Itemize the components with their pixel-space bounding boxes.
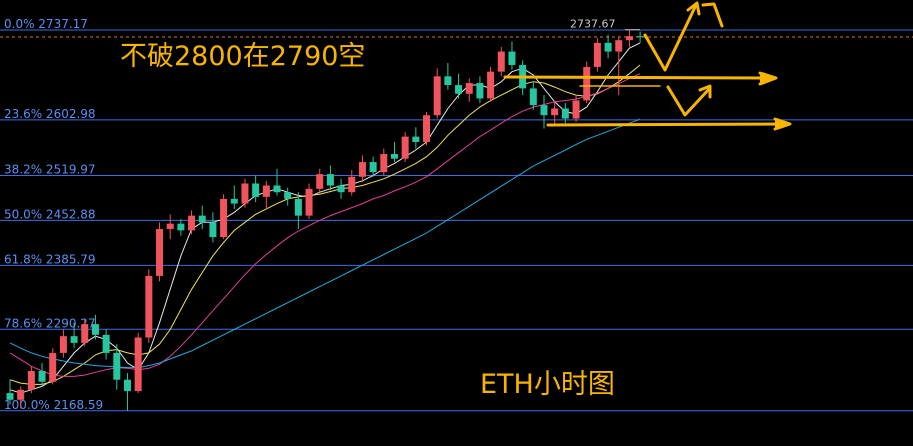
arrow-head	[698, 84, 712, 99]
candle-body	[156, 229, 164, 276]
candle-body	[6, 393, 14, 400]
candle-body	[145, 275, 153, 338]
fib-label: 38.2% 2519.97	[4, 162, 96, 176]
candle-body	[284, 192, 292, 199]
arrow-head	[758, 71, 778, 86]
fib-label: 61.8% 2385.79	[4, 252, 96, 266]
arrow-head	[773, 117, 792, 131]
candle-body	[17, 389, 25, 400]
candle-body	[390, 154, 398, 159]
candle-body	[487, 71, 495, 99]
strategy-note: 不破2800在2790空	[120, 41, 365, 72]
candle-body	[401, 136, 409, 159]
candle-body	[294, 198, 302, 216]
candle-body	[433, 76, 441, 116]
candle-body	[91, 324, 99, 335]
high-label: 2737.67	[570, 18, 616, 31]
candle-body	[326, 174, 334, 186]
candle-body	[508, 51, 516, 65]
candle-body	[476, 83, 484, 99]
candle-body	[380, 154, 388, 173]
candle-body	[572, 100, 580, 119]
candle-body	[316, 174, 324, 189]
candle-body	[49, 352, 57, 382]
candle-body	[27, 370, 35, 390]
candle-body	[305, 188, 313, 216]
candle-body	[636, 36, 644, 38]
candle-body	[252, 183, 260, 197]
zigzag-arrow	[643, 3, 698, 72]
candle-body	[455, 85, 463, 94]
candle-body	[561, 108, 569, 119]
fib-label: 23.6% 2602.98	[4, 107, 96, 121]
zigzag-arrow	[701, 2, 724, 28]
candle-body	[465, 83, 473, 94]
candle-body	[348, 176, 356, 193]
zigzag-arrow	[666, 85, 712, 117]
chart-caption: ETH小时图	[480, 369, 615, 400]
candle-body	[444, 76, 452, 86]
annotation-arrows	[503, 1, 792, 131]
candle-body	[423, 115, 431, 142]
candle-body	[123, 379, 131, 392]
candle-body	[358, 162, 366, 177]
candle-body	[529, 88, 537, 106]
fib-label: 0.0% 2737.17	[4, 17, 88, 31]
candle-body	[497, 51, 505, 72]
candle-body	[262, 185, 270, 197]
candle-body	[177, 223, 185, 231]
candle-body	[604, 42, 612, 52]
ma-line	[9, 64, 641, 385]
arrow-head	[686, 1, 701, 16]
candle-body	[412, 136, 420, 142]
fib-label: 78.6% 2290.27	[4, 316, 96, 330]
candle-body	[273, 185, 281, 193]
candle-body	[198, 215, 206, 223]
candle-body	[540, 105, 548, 116]
candles	[6, 29, 644, 411]
candle-body	[241, 183, 249, 204]
candle-body	[113, 352, 121, 380]
candle-body	[166, 223, 174, 230]
arrow	[503, 75, 772, 80]
candle-body	[337, 185, 345, 193]
fib-grid: 0.0% 2737.17 23.6% 2602.98 38.2% 2519.97 50…	[0, 17, 913, 412]
candle-body	[81, 324, 89, 343]
candle-body	[593, 42, 601, 67]
candle-body	[70, 336, 78, 343]
candle-body	[583, 66, 591, 101]
candle-body	[369, 162, 377, 173]
fib-label: 50.0% 2452.88	[4, 207, 96, 221]
candle-body	[102, 334, 110, 353]
candle-body	[625, 36, 633, 41]
candle-body	[188, 215, 196, 231]
candle-body	[230, 198, 238, 204]
candle-body	[220, 198, 228, 238]
candle-body	[615, 40, 623, 52]
arrow	[546, 122, 787, 127]
candle-body	[59, 336, 67, 353]
fib-label: 100.0% 2168.59	[4, 398, 103, 412]
candle-body	[209, 222, 217, 238]
candle-body	[38, 370, 46, 382]
candle-body	[134, 337, 142, 392]
candle-body	[551, 108, 559, 116]
